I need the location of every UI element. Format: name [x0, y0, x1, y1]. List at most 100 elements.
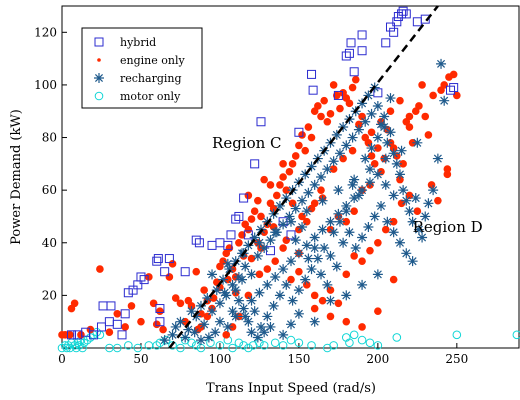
data-point-recharging — [344, 227, 355, 238]
series-engine-only — [58, 70, 461, 339]
x-tick-label: 250 — [445, 352, 468, 366]
data-point-engine-only — [77, 331, 85, 339]
data-point-recharging — [290, 235, 301, 246]
data-point-hybrid — [397, 9, 407, 19]
data-point-motor-only — [365, 338, 375, 348]
data-point-engine-only — [374, 238, 382, 247]
data-point-recharging — [262, 279, 273, 290]
data-point-recharging — [372, 269, 383, 280]
data-point-hybrid — [234, 211, 244, 221]
data-point-hybrid — [153, 254, 163, 264]
data-point-engine-only — [200, 286, 208, 294]
data-point-recharging — [238, 303, 249, 314]
data-point-recharging — [401, 248, 412, 259]
region-boundary-line — [168, 5, 439, 349]
data-point-recharging — [224, 264, 235, 275]
data-point-recharging — [240, 311, 251, 322]
data-point-engine-only — [348, 146, 357, 155]
legend-marker-hybrid — [94, 37, 104, 47]
data-point-motor-only — [71, 343, 81, 353]
data-point-engine-only — [70, 299, 79, 308]
data-point-recharging — [338, 122, 349, 133]
data-point-recharging — [180, 332, 191, 343]
data-point-motor-only — [278, 341, 288, 350]
data-point-engine-only — [317, 186, 325, 194]
data-point-hybrid — [89, 330, 99, 340]
data-point-recharging — [230, 256, 241, 267]
data-point-recharging — [385, 127, 396, 138]
data-point-hybrid — [207, 240, 217, 250]
data-point-recharging — [379, 111, 390, 122]
data-point-hybrid — [357, 46, 367, 56]
data-point-engine-only — [219, 257, 227, 265]
data-point-recharging — [316, 172, 327, 182]
data-point-recharging — [246, 295, 257, 306]
data-point-motor-only — [307, 341, 316, 350]
data-point-engine-only — [358, 257, 366, 265]
data-point-recharging — [404, 206, 415, 217]
data-point-engine-only — [282, 236, 291, 244]
data-point-motor-only — [62, 343, 72, 353]
data-point-engine-only — [244, 291, 253, 300]
data-point-recharging — [388, 227, 399, 238]
data-point-hybrid — [449, 83, 459, 93]
data-point-hybrid — [392, 17, 402, 27]
data-point-recharging — [259, 327, 270, 338]
data-point-recharging — [410, 193, 421, 204]
data-point-hybrid — [401, 9, 411, 19]
data-point-motor-only — [133, 343, 143, 353]
annotation-region-d: Region D — [413, 218, 483, 236]
data-point-engine-only — [307, 133, 316, 142]
data-point-motor-only — [206, 338, 215, 348]
data-point-engine-only — [279, 173, 287, 181]
data-point-recharging — [341, 200, 352, 211]
data-point-recharging — [270, 271, 281, 282]
data-point-recharging — [274, 200, 285, 211]
data-point-motor-only — [75, 341, 84, 350]
data-point-recharging — [423, 198, 434, 209]
data-point-recharging — [203, 332, 214, 343]
y-tick-label: 100 — [34, 78, 57, 92]
data-point-engine-only — [399, 160, 407, 168]
data-point-recharging — [252, 332, 263, 343]
data-point-engine-only — [329, 81, 338, 89]
data-point-motor-only — [329, 341, 338, 350]
series-recharging — [159, 58, 450, 346]
data-point-hybrid — [66, 330, 76, 340]
legend-box — [81, 27, 203, 109]
data-point-recharging — [303, 187, 314, 198]
data-point-recharging — [287, 295, 298, 306]
data-point-recharging — [281, 279, 292, 290]
data-point-recharging — [249, 232, 260, 243]
data-point-recharging — [309, 316, 320, 327]
data-point-motor-only — [270, 338, 280, 348]
data-point-hybrid — [226, 230, 236, 240]
data-point-recharging — [221, 290, 232, 301]
data-point-recharging — [265, 235, 276, 246]
data-point-recharging — [286, 216, 296, 227]
data-point-engine-only — [355, 120, 363, 129]
data-point-recharging — [353, 124, 364, 135]
data-point-recharging — [382, 216, 393, 227]
data-point-hybrid — [333, 90, 343, 100]
data-point-engine-only — [389, 275, 398, 284]
data-point-recharging — [284, 211, 295, 222]
data-point-recharging — [369, 211, 380, 222]
data-point-hybrid — [152, 256, 162, 266]
data-point-recharging — [293, 308, 304, 319]
data-point-hybrid — [231, 214, 241, 224]
data-point-motor-only — [234, 338, 244, 348]
data-point-engine-only — [86, 325, 95, 334]
data-point-engine-only — [333, 91, 341, 100]
data-point-recharging — [255, 321, 266, 332]
data-point-recharging — [259, 243, 270, 254]
data-point-hybrid — [180, 267, 190, 277]
data-point-engine-only — [342, 217, 351, 226]
data-point-engine-only — [244, 225, 253, 234]
data-point-engine-only — [318, 296, 327, 305]
data-point-engine-only — [350, 207, 358, 215]
legend-marker-motor-only — [94, 91, 104, 101]
data-point-hybrid — [106, 301, 116, 311]
data-point-recharging — [211, 285, 222, 296]
data-point-engine-only — [295, 267, 303, 276]
